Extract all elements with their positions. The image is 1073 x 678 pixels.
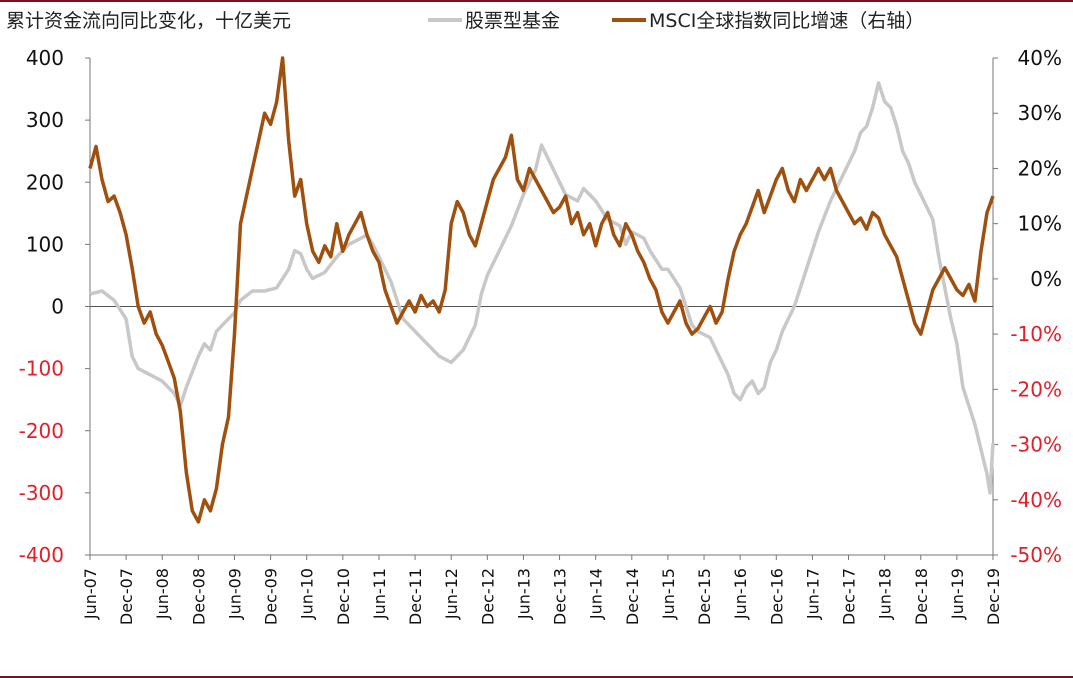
left-tick-label: 400 (26, 46, 64, 70)
right-tick-label: 40% (1018, 46, 1062, 70)
x-tick-label: Dec-17 (840, 568, 859, 625)
x-tick-label: Jun-15 (659, 568, 678, 620)
right-tick-label: -30% (1010, 433, 1062, 457)
x-tick-label: Dec-08 (189, 568, 208, 625)
left-tick-label: -100 (19, 357, 64, 381)
x-tick-label: Jun-12 (442, 568, 461, 620)
left-tick-label: 100 (26, 232, 64, 256)
series-line-equity-fund (89, 81, 995, 495)
series-line-msci (88, 56, 995, 524)
right-tick-label: 30% (1018, 101, 1062, 125)
x-tick-label: Jun-11 (370, 568, 389, 620)
x-tick-label: Jun-08 (153, 568, 172, 620)
x-tick-label: Dec-12 (478, 568, 497, 625)
right-tick-label: -50% (1010, 543, 1062, 567)
x-tick-label: Dec-07 (117, 568, 136, 625)
left-tick-label: -400 (19, 543, 64, 567)
left-tick-label: -300 (19, 481, 64, 505)
x-tick-label: Dec-14 (623, 568, 642, 625)
right-tick-label: -20% (1010, 377, 1062, 401)
x-tick-label: Jun-17 (803, 568, 822, 620)
x-tick-label: Jun-14 (587, 568, 606, 620)
left-tick-label: 200 (26, 170, 64, 194)
x-tick-label: Jun-16 (731, 568, 750, 620)
legend-swatch-msci (612, 17, 646, 22)
legend-msci: MSCI全球指数同比增速（右轴） (612, 6, 924, 33)
chart-title: 累计资金流向同比变化，十亿美元 (6, 10, 292, 32)
x-tick-label: Dec-19 (984, 568, 1003, 625)
x-tick-label: Jun-09 (225, 568, 244, 620)
legend-label-msci: MSCI全球指数同比增速（右轴） (649, 10, 925, 32)
x-tick-label: Dec-16 (767, 568, 786, 625)
x-tick-label: Jun-19 (948, 568, 967, 620)
right-tick-label: 20% (1018, 156, 1062, 180)
legend-equity-fund: 股票型基金 (428, 6, 560, 33)
x-tick-label: Dec-18 (912, 568, 931, 625)
x-tick-label: Jun-13 (514, 568, 533, 620)
right-tick-label: 0% (1030, 267, 1062, 291)
x-tick-label: Jun-07 (81, 568, 100, 620)
x-tick-label: Dec-13 (551, 568, 570, 625)
left-tick-label: 300 (26, 108, 64, 132)
x-tick-label: Jun-10 (298, 568, 317, 620)
legend-swatch-equity-fund (428, 17, 462, 22)
right-tick-label: 10% (1018, 212, 1062, 236)
x-tick-label: Jun-18 (876, 568, 895, 620)
x-tick-label: Dec-11 (406, 568, 425, 625)
x-tick-label: Dec-09 (262, 568, 281, 625)
right-tick-label: -40% (1010, 488, 1062, 512)
x-tick-label: Dec-15 (695, 568, 714, 625)
x-tick-label: Dec-10 (334, 568, 353, 625)
legend-label-equity-fund: 股票型基金 (465, 10, 561, 32)
left-tick-label: 0 (51, 295, 64, 319)
left-tick-label: -200 (19, 419, 64, 443)
right-tick-label: -10% (1010, 322, 1062, 346)
